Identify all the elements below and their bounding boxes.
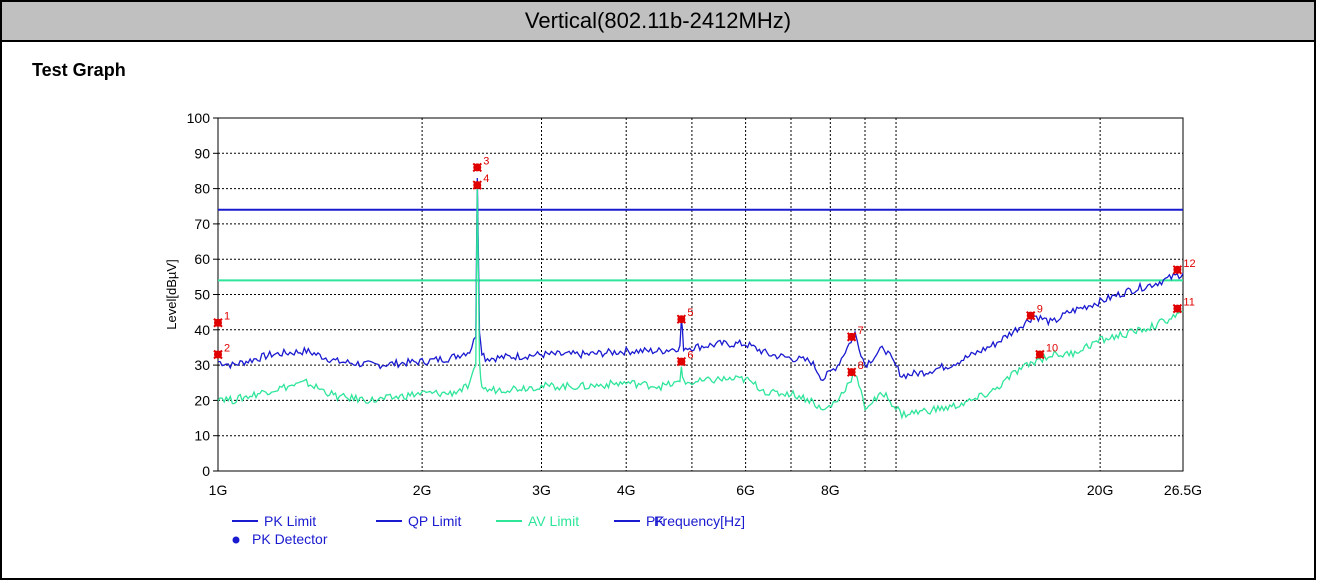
- y-tick-label: 30: [194, 357, 210, 373]
- header-title: Vertical(802.11b-2412MHz): [2, 2, 1314, 42]
- series-line: [217, 188, 1184, 420]
- marker-x: [1172, 303, 1183, 314]
- marker-x: [676, 356, 687, 367]
- marker: 10: [1035, 343, 1058, 360]
- y-tick-label: 10: [194, 428, 210, 444]
- y-tick-label: 20: [194, 392, 210, 408]
- marker-x: [1172, 265, 1183, 275]
- marker-label: 6: [687, 350, 693, 362]
- marker-label: 4: [483, 173, 489, 185]
- y-tick-label: 70: [194, 216, 210, 232]
- legend-item: PK: [614, 513, 665, 529]
- x-tick-label: 3G: [532, 482, 551, 498]
- plot-area: [217, 117, 1184, 472]
- marker: 6: [676, 350, 693, 367]
- marker: 2: [213, 343, 230, 360]
- marker: 4: [472, 173, 489, 190]
- chart-legend: PK Limit QP Limit AV Limit PK PK Detector: [232, 513, 665, 547]
- marker-x: [213, 318, 223, 328]
- y-axis-label: Level[dBµV]: [164, 259, 179, 329]
- marker-label: 5: [687, 307, 693, 319]
- legend-item: PK Detector: [232, 531, 328, 547]
- marker-label: 1: [224, 311, 230, 323]
- marker: 1: [213, 311, 230, 328]
- marker-label: 7: [858, 325, 864, 337]
- marker: 9: [1026, 304, 1043, 321]
- x-tick-label: 6G: [736, 482, 755, 498]
- x-tick-label: 20G: [1087, 482, 1113, 498]
- legend-item: PK Limit: [232, 513, 316, 529]
- legend-swatch: [232, 536, 240, 544]
- marker-x: [846, 332, 857, 342]
- x-tick-label: 4G: [617, 482, 636, 498]
- x-tick-label: 2G: [413, 482, 432, 498]
- chart-ticks: 0 10 20 30 40 50 60 70 80 90 100 1G 2G 3G 4G 6G 8G 20G 26.…: [187, 110, 1202, 498]
- marker-label: 2: [224, 343, 230, 355]
- chart-lines: [217, 177, 1184, 420]
- marker: 5: [676, 307, 693, 324]
- legend-label: PK: [646, 513, 665, 529]
- x-tick-label: 26.5G: [1164, 482, 1202, 498]
- marker-label: 3: [483, 155, 489, 167]
- x-tick-label: 1G: [209, 482, 228, 498]
- legend-label: PK Detector: [252, 531, 328, 547]
- x-tick-label: 8G: [821, 482, 840, 498]
- legend-item: QP Limit: [376, 513, 462, 529]
- marker-x: [472, 180, 482, 190]
- marker: 3: [472, 155, 489, 173]
- legend-label: AV Limit: [528, 513, 579, 529]
- marker: 8: [846, 360, 864, 377]
- marker-label: 10: [1046, 343, 1058, 355]
- marker-x: [1026, 310, 1036, 321]
- chart-grid: [213, 117, 1184, 472]
- y-tick-label: 80: [194, 181, 210, 197]
- y-tick-label: 60: [194, 251, 210, 267]
- marker: 11: [1172, 297, 1195, 314]
- y-tick-label: 50: [194, 287, 210, 303]
- marker: 12: [1172, 258, 1196, 275]
- marker-label: 12: [1183, 258, 1195, 270]
- marker-label: 8: [858, 360, 864, 372]
- series-line: [218, 177, 1184, 382]
- y-tick-label: 0: [202, 463, 210, 479]
- y-tick-label: 100: [187, 110, 211, 126]
- marker-x: [676, 314, 687, 324]
- legend-label: QP Limit: [408, 513, 462, 529]
- legend-label: PK Limit: [264, 513, 316, 529]
- y-tick-label: 90: [194, 145, 210, 161]
- x-axis-label: Frequency[Hz]: [654, 513, 745, 529]
- marker-x: [472, 162, 482, 173]
- section-title: Test Graph: [32, 60, 126, 80]
- marker-label: 11: [1183, 297, 1194, 309]
- y-tick-label: 40: [194, 322, 210, 338]
- legend-item: AV Limit: [496, 513, 579, 529]
- marker-x: [213, 349, 223, 360]
- marker: 7: [846, 325, 864, 342]
- marker-x: [846, 367, 857, 377]
- marker-x: [1035, 349, 1045, 360]
- marker-label: 9: [1037, 304, 1043, 316]
